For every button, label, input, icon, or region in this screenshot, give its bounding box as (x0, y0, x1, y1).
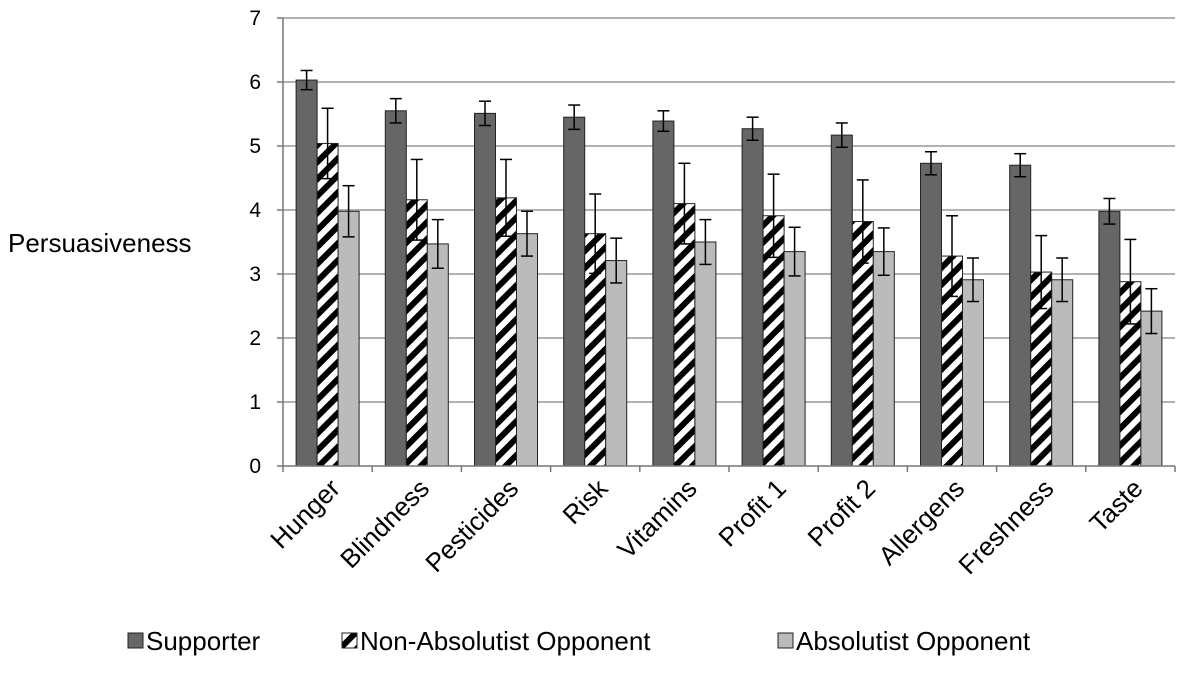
legend-swatch (127, 632, 144, 649)
y-tick-label: 6 (249, 71, 261, 94)
y-tick-label: 7 (249, 7, 261, 30)
legend-label: Supporter (146, 626, 261, 656)
category-label: Pesticides (419, 473, 524, 578)
category-label: Vitamins (611, 473, 702, 564)
y-tick-label: 5 (249, 135, 261, 158)
bar-absolutist-opponent (1140, 310, 1163, 467)
y-axis-title: Persuasiveness (8, 228, 192, 258)
bar-absolutist-opponent (1051, 279, 1074, 467)
bar-supporter (295, 79, 318, 467)
category-label: Freshness (952, 473, 1059, 580)
bar-supporter (741, 128, 764, 467)
legend: Supporter Non-Absolutist Opponent Absoluti… (127, 626, 1031, 656)
legend-swatch (341, 632, 358, 649)
bar-supporter (384, 110, 407, 467)
bar-supporter (1009, 164, 1032, 467)
y-tick-labels: 0 1 2 3 4 5 6 7 (249, 7, 283, 478)
bar-supporter (1098, 210, 1121, 467)
y-tick-label: 4 (249, 199, 261, 222)
error-bars (300, 69, 1158, 335)
bar-absolutist-opponent (872, 251, 895, 467)
bar-non-absolutist-opponent (316, 142, 339, 467)
y-tick-label: 0 (249, 455, 261, 478)
bar-supporter (830, 134, 853, 467)
bar-supporter (920, 162, 942, 467)
y-tick-label: 1 (249, 391, 261, 414)
bar-supporter (563, 116, 586, 467)
category-label: Risk (556, 472, 614, 530)
bar-absolutist-opponent (337, 210, 360, 467)
y-tick-label: 2 (249, 327, 261, 350)
category-label: Hunger (264, 473, 346, 555)
bar-supporter (474, 112, 496, 467)
bar-absolutist-opponent (426, 243, 449, 467)
category-label: Profit 2 (802, 473, 881, 552)
bar-absolutist-opponent (605, 260, 628, 467)
legend-swatch (777, 632, 794, 649)
category-label: Taste (1083, 473, 1148, 538)
bar-absolutist-opponent (516, 233, 538, 467)
legend-label: Non-Absolutist Opponent (360, 626, 651, 656)
bar-absolutist-opponent (783, 251, 806, 467)
category-label: Profit 1 (712, 473, 791, 552)
bar-absolutist-opponent (962, 279, 984, 467)
bar-supporter (652, 120, 675, 467)
bar-absolutist-opponent (694, 241, 717, 467)
y-tick-label: 3 (249, 263, 261, 286)
legend-label: Absolutist Opponent (796, 626, 1031, 656)
bars (295, 79, 1163, 467)
bar-non-absolutist-opponent (495, 197, 517, 467)
axes (282, 18, 1176, 472)
